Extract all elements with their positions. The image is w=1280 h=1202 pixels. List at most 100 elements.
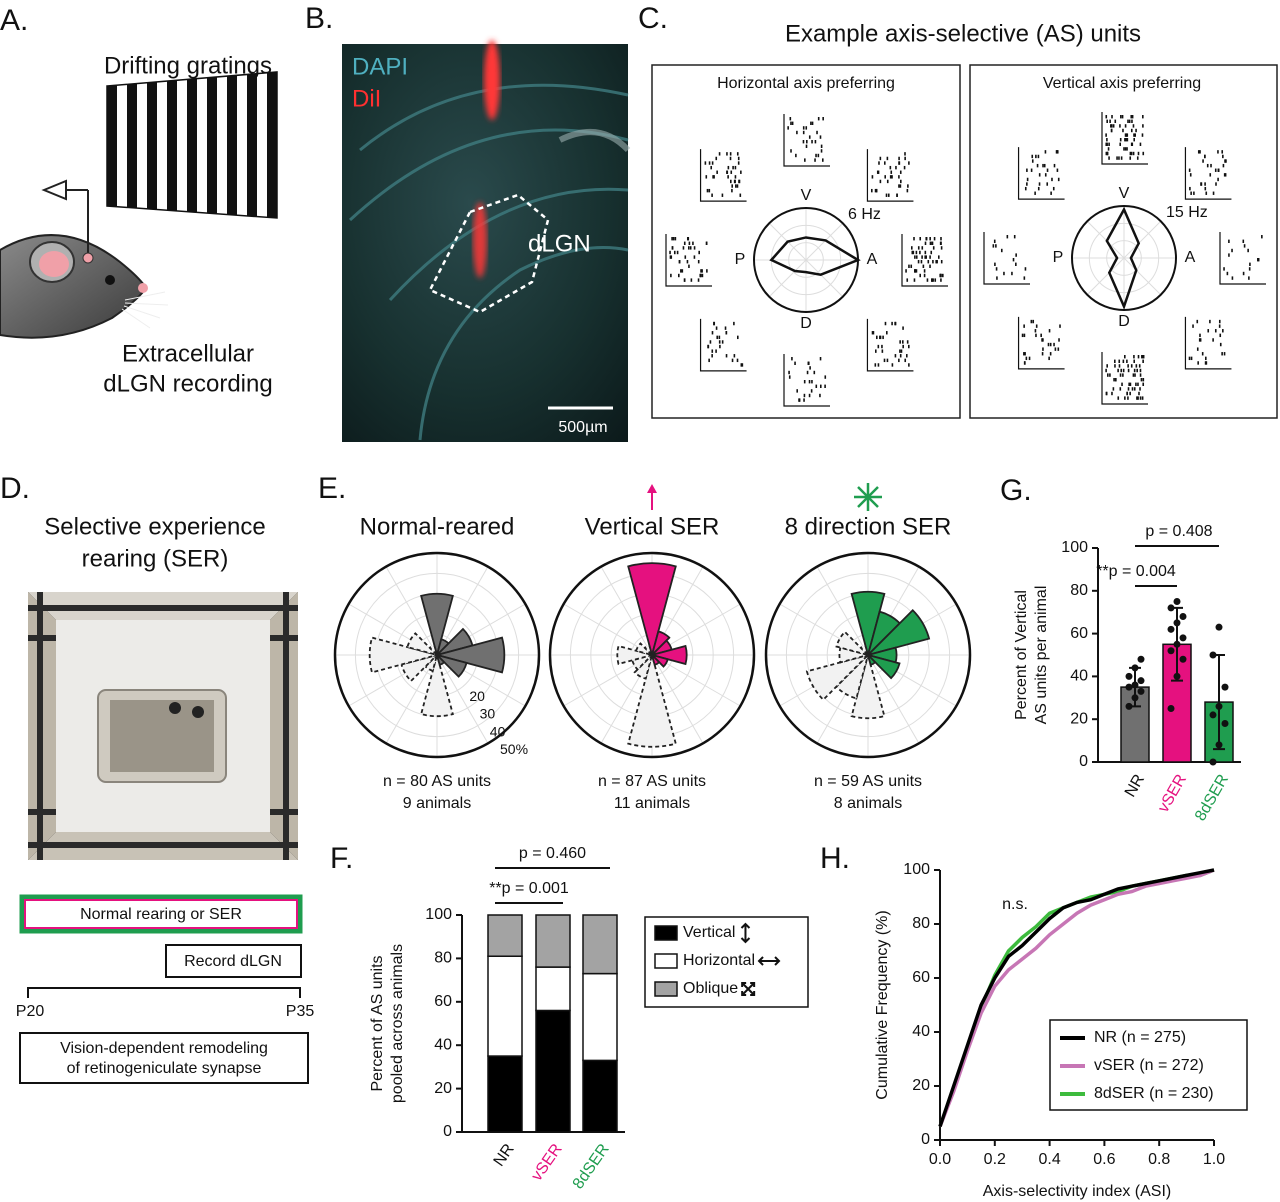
timeline-axis: [27, 987, 301, 998]
y-tick-label: 40: [912, 1023, 930, 1040]
raster-axes: [1017, 316, 1065, 370]
data-point: [1137, 655, 1145, 663]
sector: [650, 630, 671, 659]
spoke: [563, 603, 653, 656]
spoke: [768, 259, 807, 298]
x-tick-label: 0.0: [929, 1151, 951, 1168]
mirror-sector: [838, 646, 872, 664]
raster-axes: [866, 318, 914, 372]
y-tick-label: 80: [912, 915, 930, 932]
sector: [850, 590, 886, 659]
timeline-label: Vision-dependent remodeling: [60, 1040, 268, 1057]
annotation: 8 animals: [834, 795, 902, 812]
y-axis-label: Percent of Vertical: [1013, 590, 1030, 720]
bar-segment: [535, 966, 571, 1012]
timeline-label: of retinogeniculate synapse: [67, 1060, 262, 1077]
sector: [433, 636, 506, 674]
data-point: [1137, 687, 1145, 695]
panel-label: F.: [330, 842, 353, 875]
annotation: 11 animals: [614, 795, 690, 812]
panel-label: D.: [0, 472, 30, 505]
eight-direction-icon: [854, 483, 882, 511]
spoke: [1123, 220, 1162, 259]
raster-axes: [1101, 112, 1148, 165]
spike-raster: [1184, 147, 1232, 200]
spoke: [1086, 257, 1125, 296]
raster-axes: [1017, 147, 1065, 200]
spike-raster: [1017, 316, 1065, 370]
sector: [864, 609, 931, 657]
grating-stripe: [127, 83, 137, 209]
mirror-sector: [420, 651, 454, 718]
mirror-sector: [368, 636, 441, 674]
y-axis-label: AS units per animal: [1033, 586, 1050, 725]
x-tick-label: 8dSER: [1192, 772, 1232, 824]
chart-subtitle: Horizontal axis preferring: [717, 75, 895, 92]
recording-label: dLGN recording: [103, 370, 272, 397]
spike-raster: [699, 149, 747, 202]
spike-raster: [1017, 147, 1065, 200]
annotation: **p = 0.001: [489, 880, 569, 897]
grating-stripe: [167, 80, 177, 211]
raster-axes: [1184, 316, 1232, 370]
grid-ring: [785, 572, 951, 738]
y-tick-label: 40: [434, 1036, 452, 1053]
y-tick-label: 0: [1079, 753, 1088, 770]
error-bar: [1129, 666, 1141, 708]
spike-raster: [699, 318, 747, 372]
recording-label: Extracellular: [122, 340, 254, 367]
spike-raster: [1184, 316, 1232, 370]
data-point: [1179, 612, 1187, 620]
raster-axes: [1219, 232, 1266, 285]
x-tick-label: 8dSER: [570, 1141, 613, 1192]
series-line: [938, 868, 1215, 1128]
data-point: [1167, 705, 1175, 712]
stain-label: DiI: [352, 85, 381, 112]
y-tick-label: 80: [1070, 582, 1088, 599]
grating-stripe: [247, 73, 257, 217]
spike-raster: [866, 318, 914, 372]
spoke: [816, 566, 869, 656]
data-point: [1179, 634, 1187, 642]
mirror-sector: [805, 653, 872, 701]
sector: [435, 651, 446, 666]
tuning-polygon: [1105, 206, 1141, 311]
radial-tick-label: 40: [490, 723, 506, 739]
timeline-label: Record dLGN: [184, 953, 282, 970]
grid-ring: [354, 572, 520, 738]
legend-icon: [741, 982, 756, 996]
bar-segment: [535, 914, 571, 968]
region-label: dLGN: [528, 230, 591, 257]
data-point: [1221, 683, 1229, 691]
timeline-label: P35: [286, 1003, 315, 1020]
spoke: [385, 654, 438, 744]
raster-axes: [1101, 352, 1148, 405]
panel-label: C.: [638, 2, 668, 35]
vertical-icon: [647, 484, 657, 510]
annotation: n = 59 AS units: [814, 773, 922, 790]
x-tick-label: 0.2: [984, 1151, 1006, 1168]
panel-frame: [651, 64, 961, 419]
spoke: [805, 259, 844, 298]
sector: [433, 653, 468, 678]
timeline-bar: [165, 944, 302, 978]
data-point: [1173, 598, 1181, 605]
stimulus-label: Drifting gratings: [104, 52, 272, 79]
radial-tick-label: 30: [480, 706, 496, 722]
radial-tick-label: 50%: [500, 741, 528, 757]
legend-swatch: [654, 981, 678, 997]
annotation: p = 0.460: [519, 845, 586, 862]
mirror-sector: [627, 651, 677, 748]
spoke: [385, 566, 438, 656]
y-tick-label: 60: [434, 993, 452, 1010]
legend-icon: [757, 956, 781, 966]
spike-raster: [783, 114, 830, 167]
scale-bar-label: 500µm: [558, 419, 607, 436]
legend-swatch: [654, 925, 678, 941]
data-point: [1215, 623, 1223, 631]
legend-label: Oblique: [683, 980, 738, 997]
panel-title: rearing (SER): [82, 545, 229, 572]
panel-label: G.: [1000, 474, 1032, 507]
axis-label: A: [867, 251, 878, 268]
